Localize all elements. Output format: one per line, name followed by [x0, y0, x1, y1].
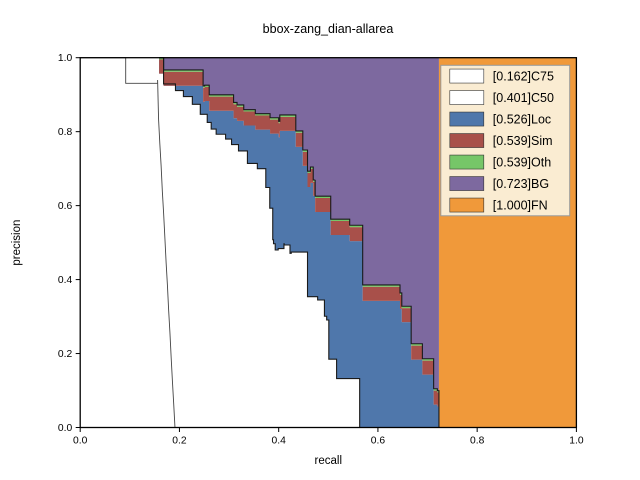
svg-text:0.6: 0.6 [58, 201, 73, 212]
svg-text:[1.000]FN: [1.000]FN [493, 199, 548, 213]
svg-text:[0.723]BG: [0.723]BG [493, 177, 549, 191]
svg-text:recall: recall [315, 455, 342, 467]
svg-text:[0.539]Sim: [0.539]Sim [493, 134, 553, 148]
svg-text:0.4: 0.4 [58, 275, 73, 286]
svg-text:[0.539]Oth: [0.539]Oth [493, 156, 551, 170]
svg-text:[0.162]C75: [0.162]C75 [493, 70, 554, 84]
svg-text:0.6: 0.6 [371, 436, 386, 447]
svg-text:0.0: 0.0 [58, 423, 73, 434]
svg-text:0.4: 0.4 [272, 436, 287, 447]
svg-text:bbox-zang_dian-allarea: bbox-zang_dian-allarea [263, 22, 394, 36]
svg-text:precision: precision [11, 220, 23, 266]
svg-text:0.2: 0.2 [172, 436, 187, 447]
svg-text:1.0: 1.0 [569, 436, 584, 447]
svg-text:0.8: 0.8 [470, 436, 485, 447]
svg-text:[0.526]Loc: [0.526]Loc [493, 113, 551, 127]
svg-text:1.0: 1.0 [58, 53, 73, 64]
svg-text:0.0: 0.0 [73, 436, 88, 447]
svg-text:[0.401]C50: [0.401]C50 [493, 91, 554, 105]
svg-text:0.2: 0.2 [58, 349, 73, 360]
svg-text:0.8: 0.8 [58, 127, 73, 138]
